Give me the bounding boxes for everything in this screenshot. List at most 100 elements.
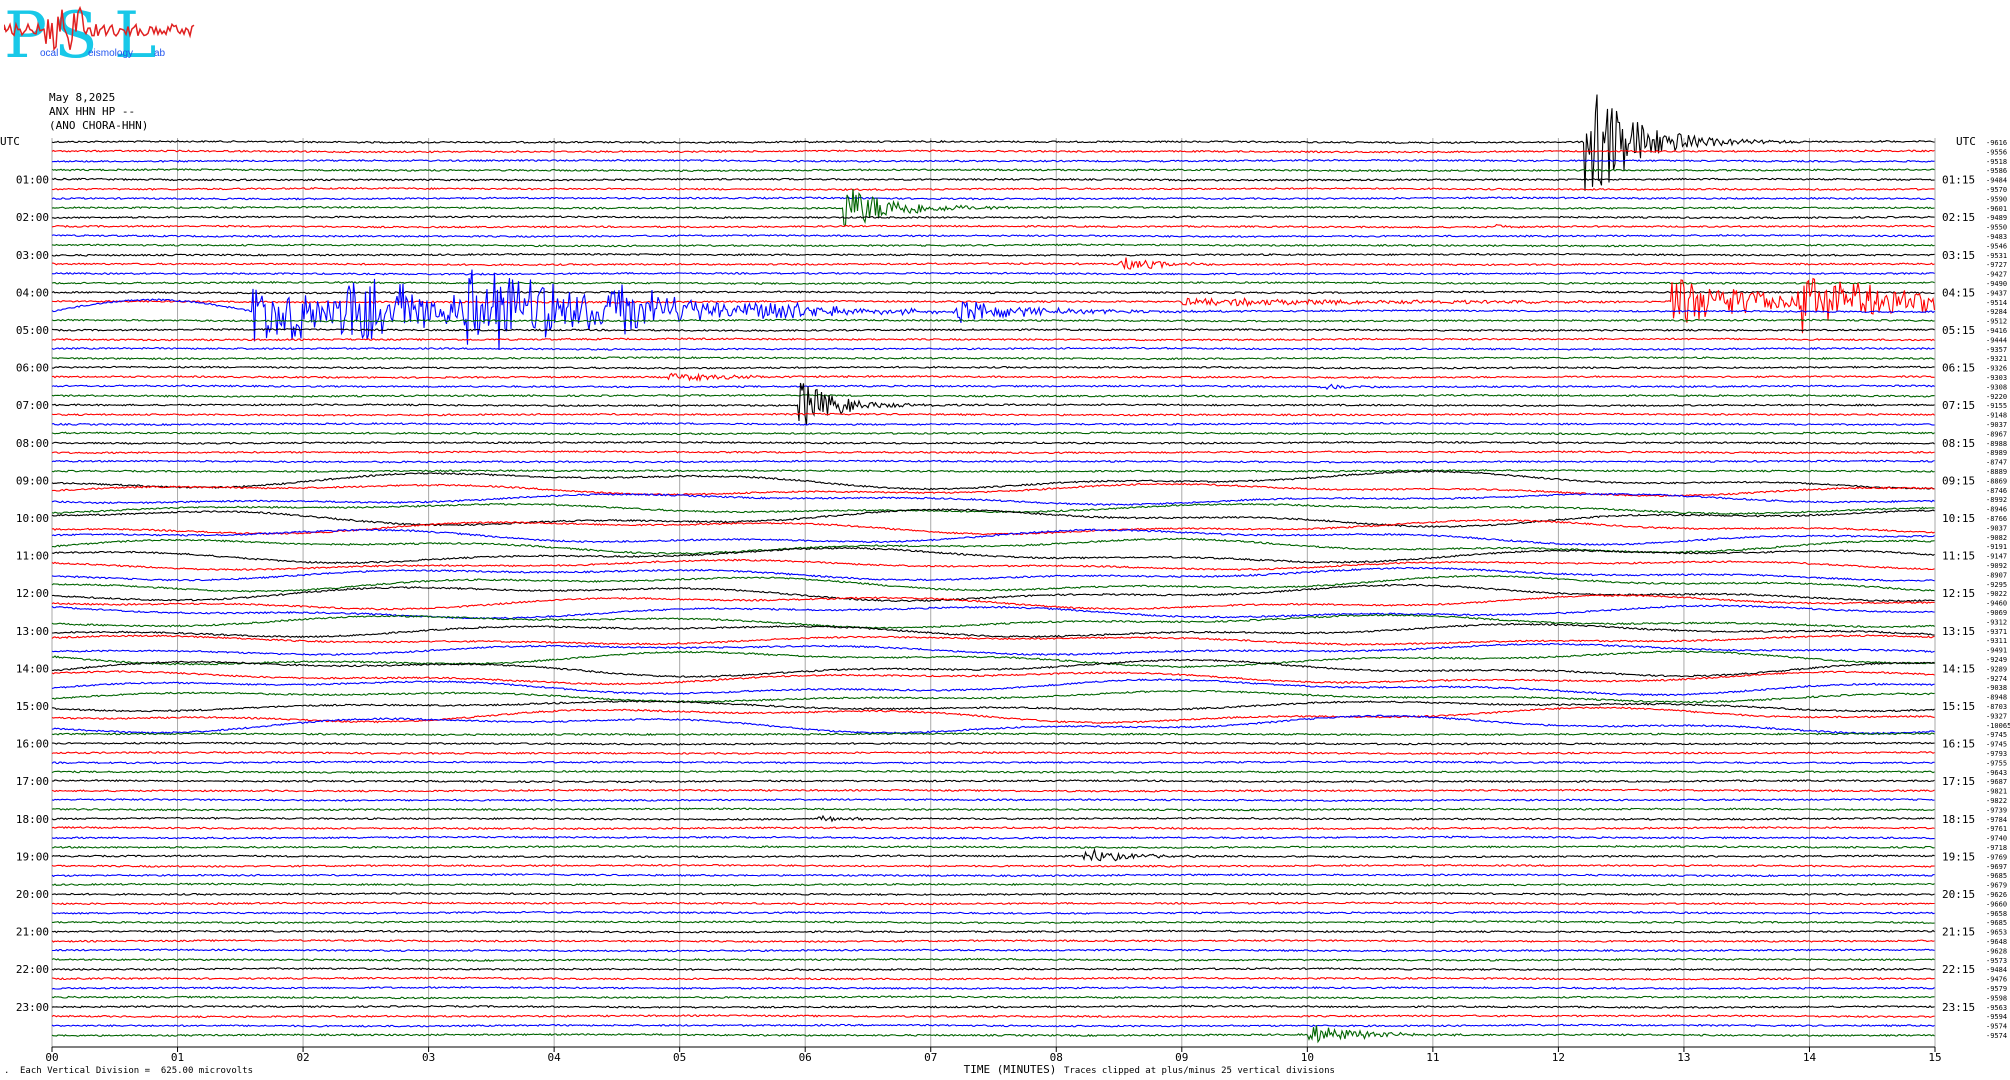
right-trace-value: -9821 <box>1986 788 2007 796</box>
x-tick-label: 11 <box>1426 1051 1439 1064</box>
right-trace-value: -9444 <box>1986 336 2007 344</box>
right-trace-value: -9416 <box>1986 327 2007 335</box>
trace-line <box>52 215 1935 220</box>
trace-line <box>51 223 1935 229</box>
right-trace-value: -9718 <box>1986 844 2007 852</box>
right-hour-label: 10:15 <box>1942 512 1975 525</box>
x-tick-label: 01 <box>171 1051 184 1064</box>
trace-line <box>52 779 1935 784</box>
left-hour-label: 19:00 <box>16 850 49 863</box>
right-trace-value: -9308 <box>1986 383 2007 391</box>
right-trace-value: -9687 <box>1986 778 2007 786</box>
psl-logo: P S L ocal eismology ab <box>4 0 204 72</box>
left-hour-label: 22:00 <box>16 963 49 976</box>
right-trace-value: -8869 <box>1986 477 2007 485</box>
right-hour-label: 07:15 <box>1942 399 1975 412</box>
right-hour-label: 17:15 <box>1942 775 1975 788</box>
trace-line <box>51 967 1935 972</box>
right-trace-value: -9022 <box>1986 590 2007 598</box>
right-hour-label: 11:15 <box>1942 550 1975 563</box>
trace-line <box>51 1004 1935 1009</box>
right-trace-value: -9327 <box>1986 712 2007 720</box>
x-tick-label: 12 <box>1552 1051 1565 1064</box>
x-tick-label: 14 <box>1803 1051 1817 1064</box>
trace-line <box>51 634 1935 646</box>
right-trace-value: -8967 <box>1986 430 2007 438</box>
trace-line <box>52 699 1935 713</box>
trace-line <box>51 269 1935 351</box>
trace-line <box>51 583 1935 603</box>
right-trace-value: -9092 <box>1986 562 2007 570</box>
trace-line <box>51 383 1935 391</box>
left-hour-label: 02:00 <box>16 211 49 224</box>
right-trace-value: -9697 <box>1986 863 2007 871</box>
right-trace-value: -9476 <box>1986 976 2007 984</box>
x-tick-label: 00 <box>45 1051 58 1064</box>
right-trace-value: -8747 <box>1986 459 2007 467</box>
right-trace-value: -9371 <box>1986 628 2007 636</box>
trace-line <box>51 168 1935 173</box>
trace-line <box>51 412 1935 417</box>
trace-line <box>51 844 1935 849</box>
trace-line <box>51 393 1935 398</box>
trace-line <box>51 929 1935 934</box>
right-trace-value: -9284 <box>1986 308 2007 316</box>
x-tick-label: 15 <box>1928 1051 1941 1064</box>
right-trace-value: -9745 <box>1986 741 2007 749</box>
right-trace-value: -9579 <box>1986 985 2007 993</box>
trace-line <box>51 365 1935 370</box>
left-hour-label: 13:00 <box>16 625 49 638</box>
x-tick-label: 09 <box>1175 1051 1188 1064</box>
logo-letter-l: L <box>114 0 157 73</box>
right-trace-value: -8907 <box>1986 571 2007 579</box>
right-trace-value: -9069 <box>1986 609 2007 617</box>
right-trace-value: -9679 <box>1986 882 2007 890</box>
right-hour-label: 20:15 <box>1942 888 1975 901</box>
trace-line <box>51 760 1935 765</box>
trace-line <box>51 769 1935 774</box>
trace-line <box>51 939 1935 944</box>
trace-line <box>51 670 1935 686</box>
trace-line <box>51 826 1935 831</box>
right-trace-value: -9570 <box>1986 186 2007 194</box>
logo-wave-line <box>4 5 195 51</box>
trace-line <box>51 678 1935 697</box>
trace-line <box>51 450 1935 455</box>
right-trace-value: -9289 <box>1986 665 2007 673</box>
right-hour-label: 04:15 <box>1942 286 1975 299</box>
right-trace-value: -8703 <box>1986 703 2007 711</box>
right-trace-value: -9685 <box>1986 872 2007 880</box>
trace-line <box>51 847 1935 862</box>
right-trace-value: -8746 <box>1986 487 2007 495</box>
trace-line <box>51 901 1935 906</box>
trace-line <box>51 94 1935 191</box>
right-trace-value: -9626 <box>1986 891 2007 899</box>
left-hour-label: 20:00 <box>16 888 49 901</box>
trace-line <box>51 234 1935 238</box>
left-hour-label: 09:00 <box>16 474 49 487</box>
right-trace-value: -9148 <box>1986 412 2007 420</box>
right-hour-label: 14:15 <box>1942 662 1975 675</box>
left-axis-title: UTC <box>0 135 20 148</box>
right-hour-label: 15:15 <box>1942 700 1975 713</box>
trace-line <box>51 976 1935 981</box>
right-trace-value: -9563 <box>1986 1004 2007 1012</box>
right-trace-value: -9658 <box>1986 910 2007 918</box>
trace-line <box>51 957 1935 962</box>
right-hour-label: 23:15 <box>1942 1001 1975 1014</box>
right-trace-value: -8992 <box>1986 496 2007 504</box>
trace-line <box>51 873 1935 878</box>
left-hour-label: 18:00 <box>16 813 49 826</box>
right-trace-value: -9573 <box>1986 957 2007 965</box>
right-trace-value: -9653 <box>1986 929 2007 937</box>
right-trace-value: -8989 <box>1986 449 2007 457</box>
logo-seismogram-icon <box>4 5 195 51</box>
x-tick-label: 13 <box>1677 1051 1690 1064</box>
trace-line <box>51 492 1935 506</box>
right-hour-label: 21:15 <box>1942 926 1975 939</box>
right-trace-value: -9303 <box>1986 374 2007 382</box>
trace-line <box>51 149 1935 154</box>
right-trace-value: -9643 <box>1986 769 2007 777</box>
left-hour-label: 16:00 <box>16 738 49 751</box>
trace-line <box>51 328 1935 333</box>
